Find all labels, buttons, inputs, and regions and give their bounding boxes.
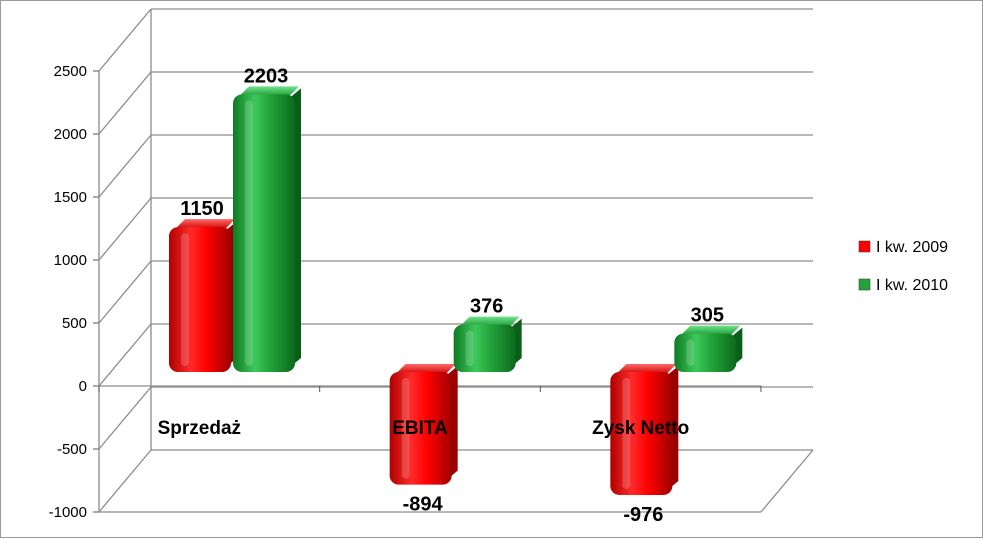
bar-front-face xyxy=(610,372,673,495)
bar-front-face xyxy=(233,94,295,372)
bar-green xyxy=(233,86,301,372)
bar-top-face xyxy=(459,316,520,327)
bar-highlight xyxy=(181,233,189,366)
y-tick-label: 500 xyxy=(62,315,87,332)
gridline-side xyxy=(98,197,152,261)
bar-highlight xyxy=(622,378,631,489)
bar-highlight xyxy=(245,100,253,366)
legend-label: I kw. 2009 xyxy=(876,239,948,256)
bar-red xyxy=(389,364,458,485)
y-tick-label: 0 xyxy=(79,378,87,395)
bar-front-face xyxy=(169,227,231,372)
gridline-side xyxy=(98,134,152,198)
y-tick-label: 2500 xyxy=(54,63,87,80)
legend-item: I kw. 2010 xyxy=(858,277,948,294)
bar-top-face xyxy=(239,86,299,97)
bar-highlight xyxy=(465,330,474,366)
data-label: 376 xyxy=(470,296,503,318)
data-label: 1150 xyxy=(180,198,223,220)
bar-top-face xyxy=(680,325,741,336)
gridline-side xyxy=(98,8,152,72)
bar-green xyxy=(674,325,743,372)
gridline-side xyxy=(98,386,152,450)
bar-front-face xyxy=(674,333,737,372)
bar-front-face xyxy=(389,372,452,485)
data-label: 305 xyxy=(691,305,724,327)
category-label: EBITA xyxy=(392,418,448,439)
bar-highlight xyxy=(401,378,410,479)
y-tick-label: 1000 xyxy=(54,252,87,269)
category-label: Zysk Netto xyxy=(592,418,689,439)
legend-swatch xyxy=(858,240,871,253)
gridline-side xyxy=(98,323,152,387)
y-tick-label: 1500 xyxy=(54,189,87,206)
category-label: Sprzedaż xyxy=(158,418,241,439)
data-label: 2203 xyxy=(244,65,289,87)
gridline-side xyxy=(98,260,152,324)
gridline-side xyxy=(98,449,152,513)
bar-red xyxy=(169,219,237,372)
bar-highlight xyxy=(686,339,695,366)
legend-swatch xyxy=(858,278,871,291)
bar-green xyxy=(453,316,522,372)
y-tick-label: -1000 xyxy=(49,504,87,521)
legend-item: I kw. 2009 xyxy=(858,239,948,256)
floor-right-edge xyxy=(760,449,814,513)
bar-top-face xyxy=(616,364,677,374)
data-label: -894 xyxy=(403,494,444,516)
bar-front-face xyxy=(453,324,516,372)
y-tick-label: 2000 xyxy=(54,126,87,143)
bar-top-face xyxy=(175,219,235,230)
gridline-side xyxy=(98,71,152,135)
data-label: -976 xyxy=(623,504,663,526)
bar-top-face xyxy=(395,364,456,374)
y-tick-label: -500 xyxy=(57,441,87,458)
bar-red xyxy=(610,364,679,495)
legend-label: I kw. 2010 xyxy=(876,277,948,294)
